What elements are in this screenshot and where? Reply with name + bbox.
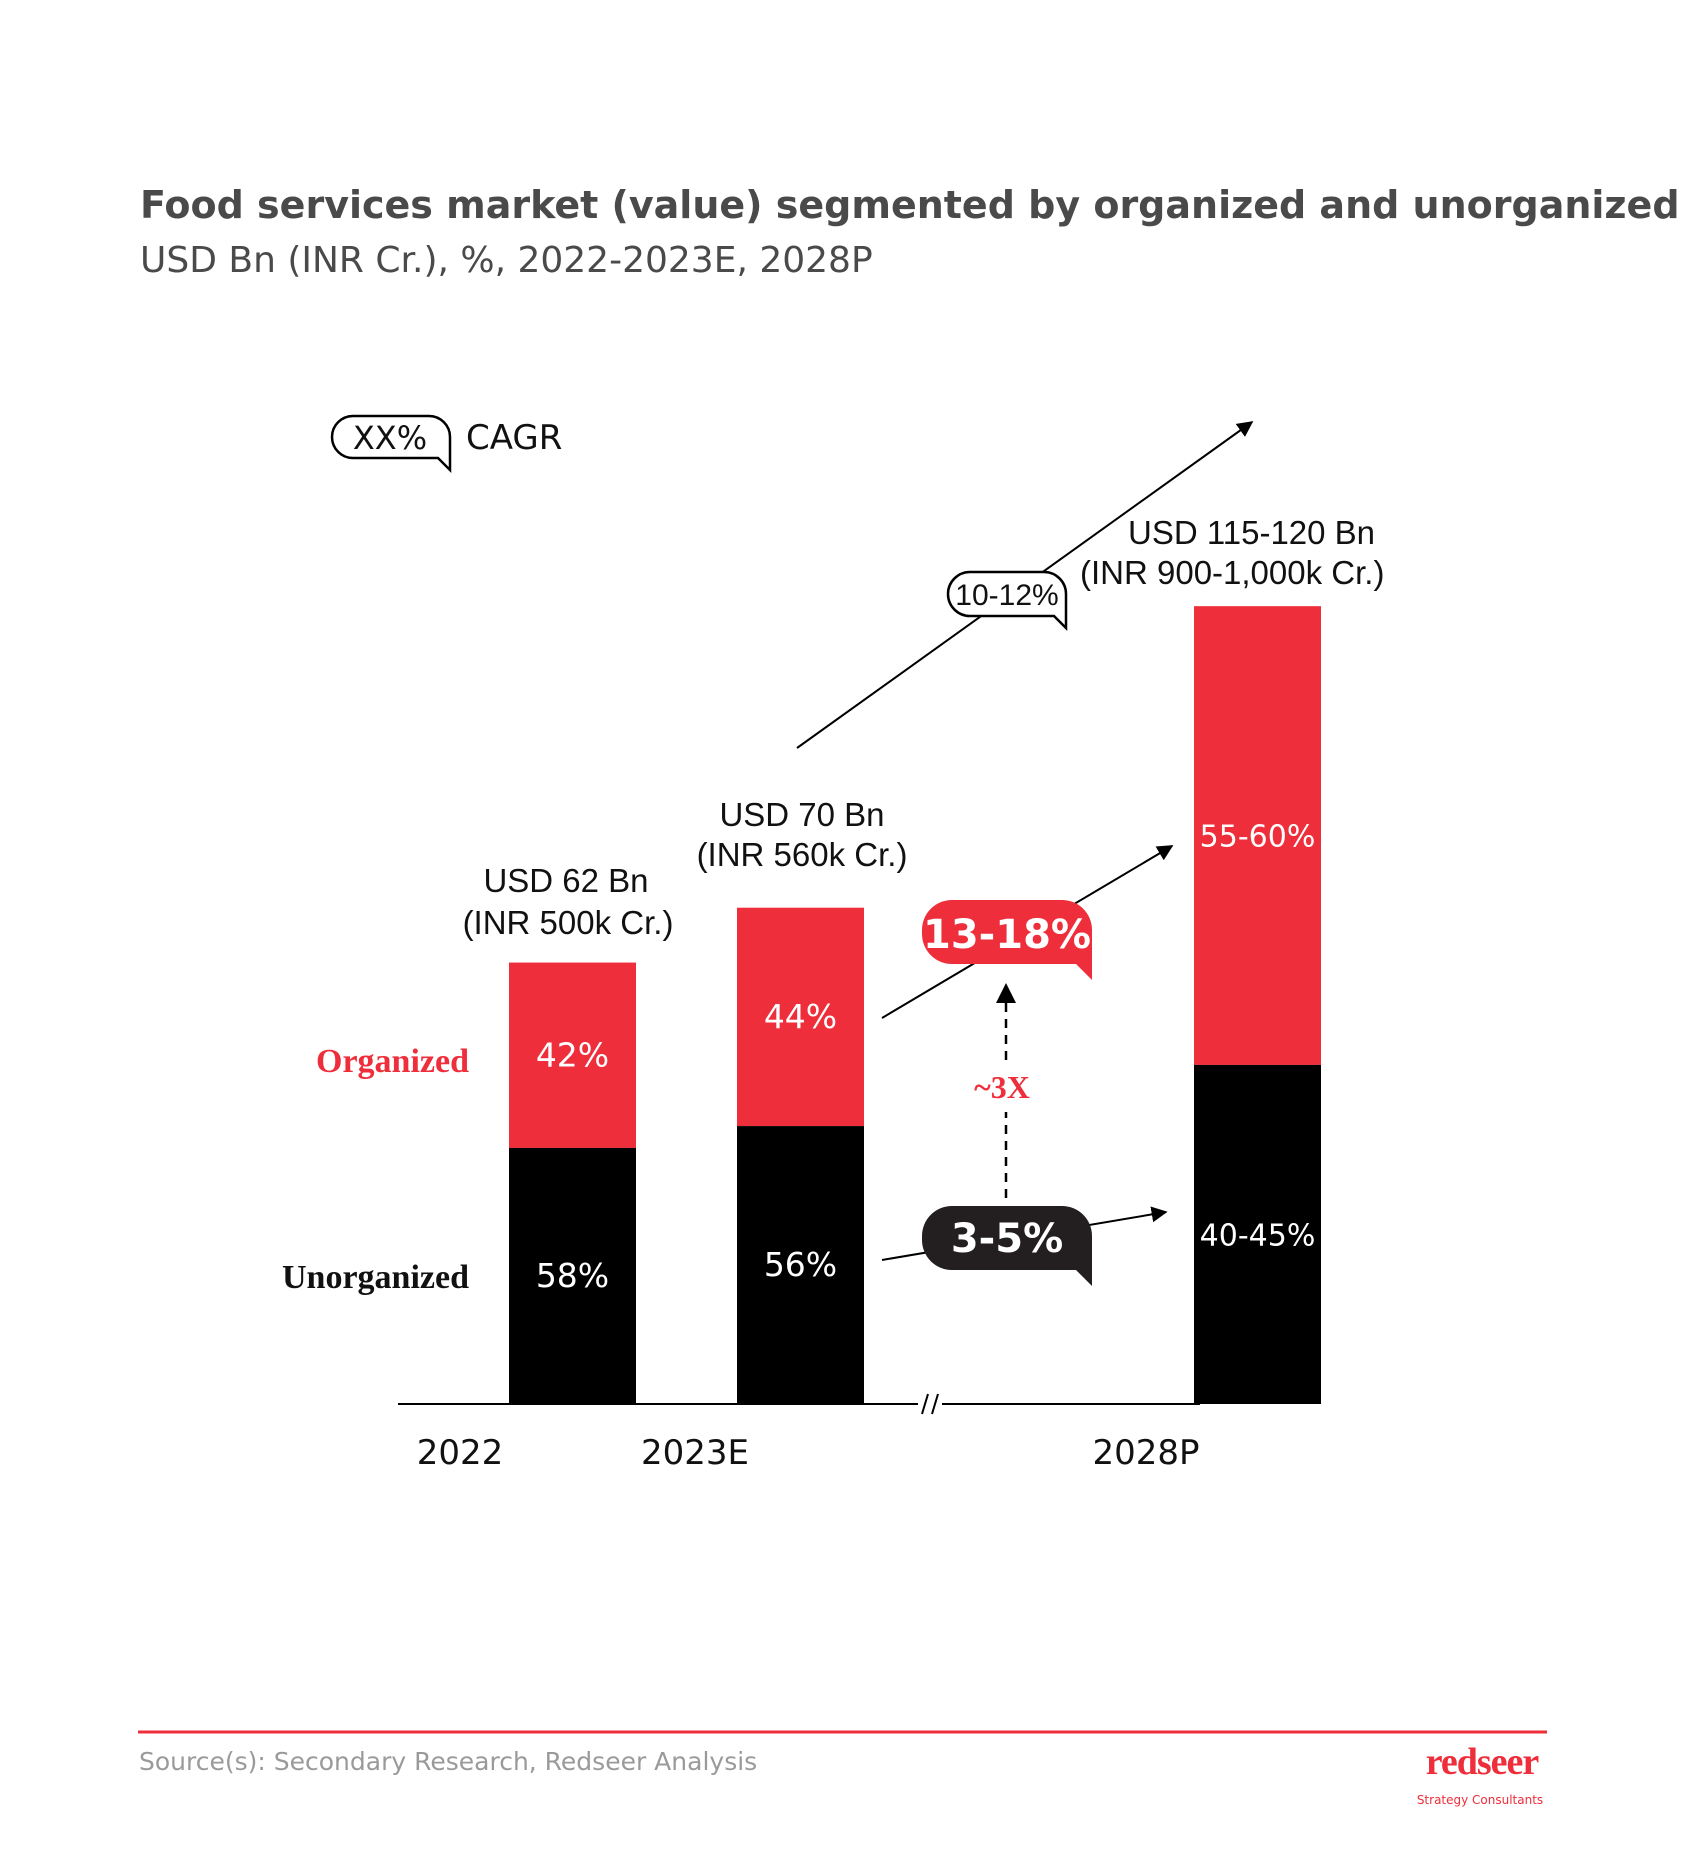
redseer-logo-tagline: Strategy Consultants — [1417, 1793, 1543, 1807]
axis-break-mark — [918, 1393, 942, 1415]
total-label-inr: (INR 900-1,000k Cr.) — [1080, 554, 1384, 591]
redseer-logo: redseer — [1426, 1741, 1540, 1783]
unorganized-cagr-bubble — [922, 1206, 1092, 1286]
bar-unorganized-2023E — [737, 1126, 864, 1404]
bar-organized-2022 — [509, 962, 636, 1148]
organized-cagr-bubble — [922, 900, 1092, 980]
data-label-unorganized: 40-45% — [1200, 1218, 1316, 1253]
total-label-inr: (INR 500k Cr.) — [463, 904, 674, 941]
unorganized-cagr-text: 3-5% — [951, 1216, 1063, 1262]
bar-unorganized-2028P — [1194, 1064, 1321, 1404]
total-label-usd: USD 115-120 Bn — [1128, 514, 1375, 551]
total-label-inr: (INR 560k Cr.) — [697, 836, 908, 873]
data-label-organized: 42% — [536, 1035, 609, 1074]
bars: 42% 58% 44% 56% 55-60% 40-45% — [509, 606, 1321, 1404]
total-label-usd: USD 62 Bn — [483, 862, 648, 899]
total-cagr-bubble — [946, 570, 1068, 632]
data-label-unorganized: 58% — [536, 1256, 609, 1295]
chart-subtitle: USD Bn (INR Cr.), %, 2022-2023E, 2028P — [140, 240, 873, 281]
series-label-unorganized: Unorganized — [282, 1259, 469, 1296]
bar-organized-2023E — [737, 907, 864, 1127]
total-cagr-text: 10-12% — [955, 579, 1058, 612]
source-note: Source(s): Secondary Research, Redseer A… — [139, 1747, 757, 1776]
data-label-organized: 55-60% — [1200, 820, 1316, 855]
growth-multiple-label: ~3X — [974, 1069, 1030, 1105]
x-tick-label: 2028P — [1092, 1433, 1199, 1473]
legend: XX% CAGR — [330, 414, 562, 474]
legend-bubble-text: XX% — [353, 419, 427, 457]
chart-title: Food services market (value) segmented b… — [140, 183, 1680, 227]
series-label-organized: Organized — [316, 1043, 469, 1080]
x-tick-label: 2023E — [641, 1433, 749, 1473]
data-label-organized: 44% — [764, 997, 837, 1036]
legend-bubble — [330, 414, 452, 474]
x-tick-label: 2022 — [417, 1433, 504, 1473]
total-label-usd: USD 70 Bn — [719, 796, 884, 833]
data-label-unorganized: 56% — [764, 1245, 837, 1284]
legend-label: CAGR — [466, 418, 562, 458]
bar-organized-2028P — [1194, 606, 1321, 1065]
bar-unorganized-2022 — [509, 1147, 636, 1404]
organized-cagr-text: 13-18% — [923, 912, 1091, 958]
